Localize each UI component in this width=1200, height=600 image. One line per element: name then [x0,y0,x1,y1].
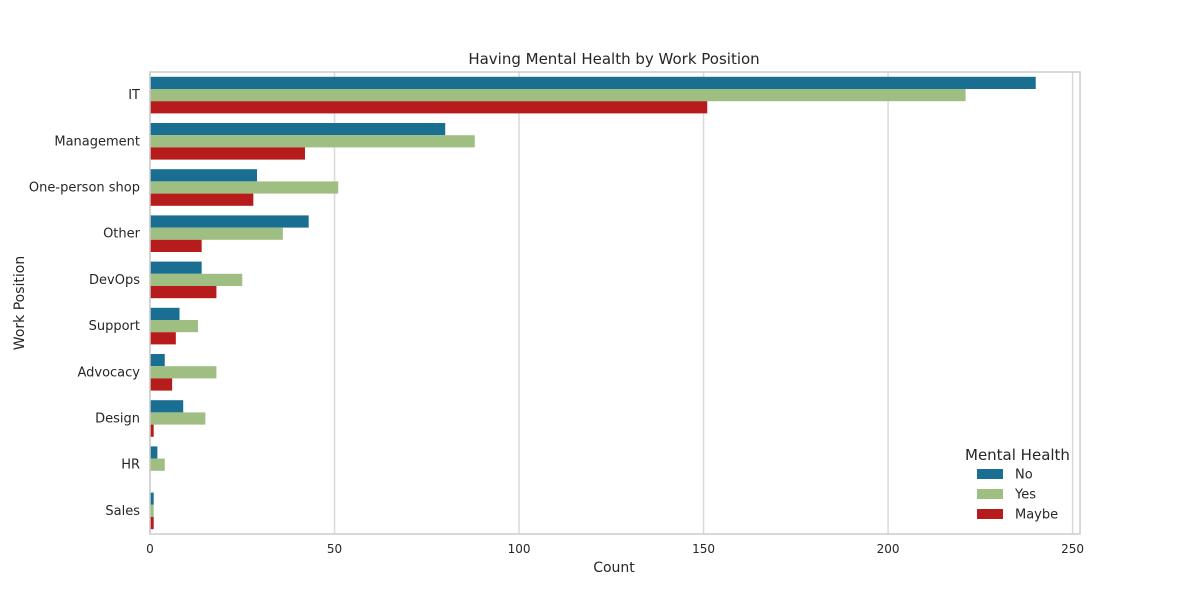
bar-maybe-it [150,101,708,114]
bar-maybe-sales [150,517,154,530]
bar-no-it [150,76,1036,89]
x-tick-label: 50 [327,542,342,556]
y-tick-label: Design [95,412,140,427]
bar-no-design [150,400,184,413]
bar-no-devops [150,261,202,274]
bar-maybe-devops [150,286,217,299]
bar-no-sales [150,492,154,505]
bar-yes-sales [150,504,154,517]
legend-label-maybe: Maybe [1015,508,1058,523]
y-tick-label: Sales [105,504,140,519]
y-tick-label: Support [89,319,140,334]
y-tick-label: Advocacy [77,365,140,380]
bar-maybe-management [150,147,305,160]
bar-no-management [150,123,446,136]
bar-no-hr [150,446,158,459]
bar-maybe-design [150,424,154,437]
bar-yes-one-person-shop [150,181,339,194]
legend-label-yes: Yes [1014,488,1036,503]
plot-frame [149,71,1081,535]
bar-yes-management [150,135,475,148]
bar-yes-hr [150,458,165,471]
bar-maybe-advocacy [150,378,173,391]
legend-swatch-maybe [977,509,1003,519]
y-tick-label: DevOps [89,273,140,288]
bar-yes-design [150,412,206,425]
plot-area: 0 50 100 150 200 250 IT Management One-person sh… [29,71,1084,556]
bar-no-support [150,307,180,320]
x-tick-label: 100 [508,542,531,556]
bar-no-advocacy [150,354,165,367]
legend: Mental Health No Yes Maybe [965,446,1070,523]
y-tick-label: HR [121,458,140,473]
legend-swatch-yes [977,489,1003,499]
x-tick-label: 250 [1061,542,1084,556]
chart-title: Having Mental Health by Work Position [468,50,759,68]
legend-swatch-no [977,469,1003,479]
y-tick-label: Other [103,227,141,242]
x-tick-label: 0 [146,542,154,556]
x-tick-label: 150 [692,542,715,556]
bar-no-other [150,215,309,228]
legend-title: Mental Health [965,446,1070,464]
bar-maybe-one-person-shop [150,193,254,206]
bar-yes-support [150,320,198,333]
bar-yes-advocacy [150,366,217,379]
x-tick-label: 200 [877,542,900,556]
y-tick-label: IT [128,88,140,103]
bar-yes-it [150,89,966,102]
bar-maybe-other [150,239,202,252]
legend-label-no: No [1015,468,1033,483]
y-axis-label: Work Position [12,256,28,350]
bar-maybe-support [150,332,176,345]
y-tick-label: Management [54,134,140,149]
y-tick-label: One-person shop [29,181,140,196]
bar-no-one-person-shop [150,169,258,182]
bar-yes-devops [150,273,243,286]
bar-yes-other [150,227,283,240]
x-axis-label: Count [593,560,635,576]
